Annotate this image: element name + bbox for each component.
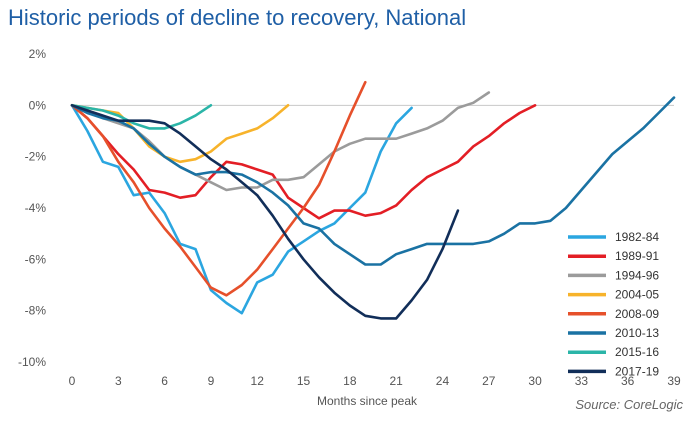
x-tick-label: 33: [575, 374, 589, 388]
chart-title: Historic periods of decline to recovery,…: [8, 5, 466, 30]
legend-label: 2017-19: [615, 364, 659, 378]
legend-label: 2004-05: [615, 288, 659, 302]
x-tick-label: 3: [115, 374, 122, 388]
y-tick-label: -6%: [25, 252, 47, 266]
x-tick-label: 9: [208, 374, 215, 388]
x-tick-label: 15: [297, 374, 311, 388]
x-tick-label: 12: [251, 374, 265, 388]
legend: 1982-84 1989-91 1994-96 2004-05 2008-09 2010-…: [568, 230, 659, 378]
legend-label: 1994-96: [615, 268, 659, 282]
series-line-1994-96: [70, 91, 491, 192]
x-tick-label: 36: [621, 374, 635, 388]
series-line-2015-16: [70, 104, 213, 130]
source-note: Source: CoreLogic: [575, 397, 683, 412]
x-tick-label: 27: [482, 374, 496, 388]
x-tick-label: 39: [667, 374, 681, 388]
series-line-2017-19: [70, 104, 460, 320]
legend-label: 1982-84: [615, 230, 659, 244]
x-tick-label: 24: [436, 374, 450, 388]
legend-label: 1989-91: [615, 249, 659, 263]
x-tick-label: 18: [343, 374, 357, 388]
series-lines: [70, 80, 676, 320]
x-tick-label: 0: [69, 374, 76, 388]
y-tick-label: 0%: [29, 98, 47, 112]
x-axis: 0 3 6 9 12 15 18 21 24 27 30 33 36 39: [69, 374, 681, 388]
y-tick-label: -4%: [25, 201, 47, 215]
y-tick-label: -8%: [25, 304, 47, 318]
y-tick-label: 2%: [29, 47, 47, 61]
x-tick-label: 21: [389, 374, 403, 388]
series-line-2008-09: [70, 80, 367, 297]
y-axis: -10% -8% -6% -4% -2% 0% 2%: [18, 47, 46, 369]
y-tick-label: -10%: [18, 355, 46, 369]
legend-label: 2008-09: [615, 307, 659, 321]
x-tick-label: 6: [161, 374, 168, 388]
series-line-1982-84: [70, 104, 413, 315]
legend-label: 2015-16: [615, 345, 659, 359]
y-tick-label: -2%: [25, 150, 47, 164]
x-axis-label: Months since peak: [317, 394, 418, 408]
x-tick-label: 30: [528, 374, 542, 388]
legend-label: 2010-13: [615, 326, 659, 340]
series-line-1989-91: [70, 104, 537, 220]
series-line-2010-13: [70, 96, 676, 266]
